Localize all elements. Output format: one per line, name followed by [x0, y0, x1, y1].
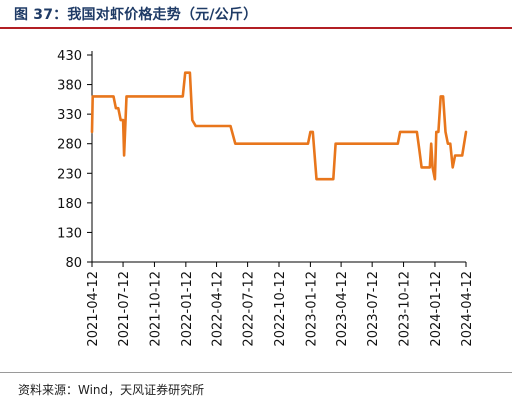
x-tick-label: 2022-07-12: [242, 271, 257, 347]
y-tick-label: 180: [57, 197, 82, 212]
price-series-line: [90, 71, 468, 181]
source-note: 资料来源：Wind，天风证券研究所: [18, 383, 205, 397]
y-axis: 80 130 180 230 280 330 380 430: [57, 49, 93, 271]
title-divider: [0, 27, 512, 29]
x-tick-label: 2021-10-12: [148, 271, 163, 347]
x-tick-label: 2024-04-12: [460, 271, 475, 347]
y-tick-label: 380: [57, 79, 82, 94]
x-tick-label: 2022-04-12: [211, 271, 226, 347]
y-tick-label: 230: [57, 167, 82, 182]
x-tick-label: 2023-10-12: [398, 271, 413, 347]
plot-area: [90, 71, 468, 181]
x-tick-label: 2024-01-12: [429, 271, 444, 347]
x-tick-label: 2023-07-12: [366, 271, 381, 347]
x-tick-label: 2023-04-12: [335, 271, 350, 347]
x-tick-label: 2023-01-12: [304, 271, 319, 347]
x-tick-label: 2021-04-12: [86, 271, 101, 347]
y-tick-label: 430: [57, 49, 82, 64]
x-tick-label: 2022-01-12: [180, 271, 195, 347]
x-tick-label: 2021-07-12: [117, 271, 132, 347]
y-tick-label: 330: [57, 108, 82, 123]
y-tick-label: 80: [65, 256, 82, 271]
x-tick-label: 2022-10-12: [273, 271, 288, 347]
chart-title: 图 37：我国对虾价格走势（元/公斤）: [14, 7, 258, 23]
y-tick-label: 280: [57, 138, 82, 153]
x-axis: 2021-04-12 2021-07-12 2021-10-12 2022-01-12…: [86, 261, 475, 347]
source-divider: [0, 372, 512, 373]
y-tick-label: 130: [57, 226, 82, 241]
